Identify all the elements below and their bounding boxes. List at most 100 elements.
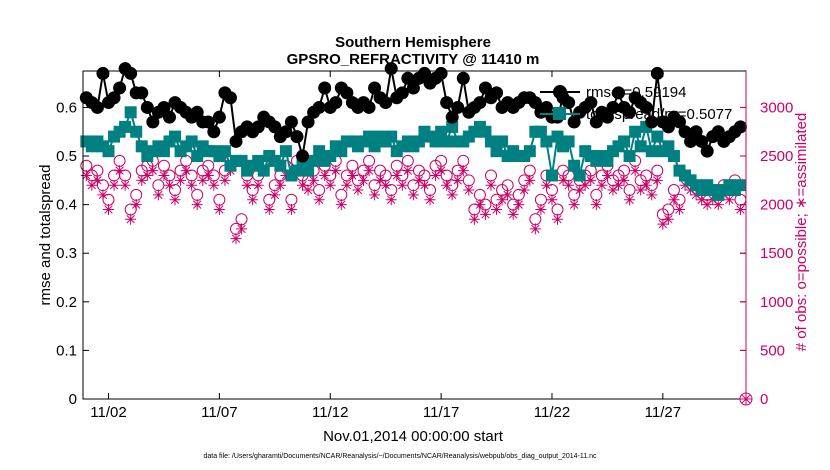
- obs-assimilated-star: [491, 203, 503, 215]
- obs-assimilated-star: [496, 194, 508, 206]
- rmse-point: [329, 96, 343, 110]
- spread-point: [324, 150, 337, 163]
- axes: 0 0.1 0.2 0.3 0.4 0.5 0.6 0 500 1000 1500 2000 2500 3…: [56, 71, 793, 421]
- obs-assimilated-marker: [141, 169, 153, 181]
- legend-rmse-label: rmse =0.59194: [586, 84, 686, 101]
- spread-point: [185, 135, 198, 148]
- obs-assimilated-marker: [734, 203, 746, 215]
- spread-point: [651, 130, 664, 143]
- spread-point: [290, 164, 303, 177]
- obs-assimilated-marker: [635, 184, 647, 196]
- chart-subtitle: GPSRO_REFRACTIVITY @ 11410 m: [287, 51, 540, 68]
- obs-assimilated-marker: [335, 199, 347, 211]
- obs-assimilated-star: [208, 179, 220, 191]
- obs-assimilated-star: [407, 189, 419, 201]
- rmse-point: [645, 115, 659, 129]
- obs-assimilated-marker: [313, 194, 325, 206]
- obs-assimilated-marker: [352, 184, 364, 196]
- obs-assimilated-star: [446, 189, 458, 201]
- obs-assimilated-star: [114, 165, 126, 177]
- obs-assimilated-star: [80, 169, 92, 181]
- obs-assimilated-star: [518, 184, 530, 196]
- obs-assimilated-marker: [197, 174, 209, 186]
- spread-point: [335, 145, 348, 158]
- rmse-point: [140, 100, 154, 114]
- obs-assimilated-star: [468, 213, 480, 225]
- zero-count-assimilated-marker: [740, 393, 752, 405]
- obs-assimilated-marker: [247, 194, 259, 206]
- obs-assimilated-marker: [202, 169, 214, 181]
- x-axis-label: Nov.01,2014 00:00:00 start: [323, 428, 504, 445]
- obs-assimilated-star: [130, 199, 142, 211]
- obs-assimilated-marker: [540, 179, 552, 191]
- spread-point: [545, 169, 558, 182]
- spread-point: [252, 154, 265, 167]
- rmse-point: [296, 149, 310, 163]
- obs-assimilated-star: [568, 199, 580, 211]
- obs-assimilated-star: [441, 179, 453, 191]
- obs-assimilated-star: [302, 184, 314, 196]
- spread-point: [102, 145, 115, 158]
- rmse-point: [207, 125, 221, 139]
- y-right-tick-label: 3000: [760, 99, 793, 116]
- obs-assimilated-star: [385, 194, 397, 206]
- obs-assimilated-marker: [441, 179, 453, 191]
- legend-rmse-marker: [553, 85, 567, 99]
- obs-assimilated-star: [108, 179, 120, 191]
- obs-assimilated-marker: [723, 194, 735, 206]
- obs-assimilated-star: [657, 218, 669, 230]
- obs-assimilated-star: [230, 233, 242, 245]
- obs-assimilated-marker: [103, 203, 114, 215]
- rmse-point: [301, 115, 315, 129]
- obs-assimilated-star: [601, 169, 613, 181]
- obs-assimilated-star: [180, 165, 192, 177]
- rmse-point: [135, 86, 149, 100]
- obs-assimilated-star: [479, 208, 491, 220]
- rmse-point: [678, 125, 692, 139]
- rmse-point: [401, 71, 415, 85]
- obs-assimilated-marker: [308, 174, 320, 186]
- rmse-point: [451, 100, 465, 114]
- obs-assimilated-marker: [452, 174, 464, 186]
- spread-point: [446, 120, 459, 133]
- spread-point: [618, 135, 631, 148]
- obs-assimilated-star: [186, 179, 198, 191]
- rmse-point: [312, 100, 326, 114]
- obs-assimilated-marker: [640, 179, 652, 191]
- rmse-point: [212, 110, 226, 124]
- obs-assimilated-marker: [241, 179, 253, 191]
- obs-assimilated-marker: [396, 179, 408, 191]
- obs-assimilated-marker: [324, 179, 336, 191]
- obs-assimilated-star: [358, 174, 369, 186]
- obs-assimilated-star: [607, 184, 619, 196]
- obs-assimilated-marker: [213, 203, 225, 215]
- obs-assimilated-star: [247, 194, 259, 206]
- rmse-point: [639, 100, 653, 114]
- obs-assimilated-marker: [252, 179, 264, 191]
- obs-assimilated-star: [552, 213, 564, 225]
- obs-assimilated-marker: [363, 165, 375, 177]
- spread-point: [623, 150, 636, 163]
- y-axis-left-label: rmse and totalspread: [37, 165, 54, 306]
- obs-assimilated-star: [396, 179, 408, 191]
- obs-assimilated-star: [540, 179, 552, 191]
- obs-assimilated-marker: [474, 199, 486, 211]
- obs-assimilated-star: [596, 179, 608, 191]
- spread-point: [634, 140, 647, 153]
- obs-assimilated-star: [236, 223, 248, 235]
- obs-assimilated-star: [352, 184, 364, 196]
- y-right-tick-label: 500: [760, 342, 785, 359]
- legend: rmse =0.59194 totalspread/pr=0.5077: [540, 84, 732, 123]
- obs-assimilated-marker: [402, 165, 414, 177]
- obs-assimilated-star: [413, 174, 425, 186]
- obs-assimilated-marker: [369, 189, 381, 201]
- obs-assimilated-marker: [163, 179, 175, 191]
- spread-point: [568, 159, 581, 172]
- obs-assimilated-star: [673, 203, 685, 215]
- rmse-point: [96, 66, 110, 80]
- rmse-point: [528, 96, 542, 110]
- obs-assimilated-marker: [274, 179, 286, 191]
- rmse-point: [190, 105, 204, 119]
- chart-title: Southern Hemisphere: [335, 34, 491, 51]
- spread-point: [307, 154, 320, 167]
